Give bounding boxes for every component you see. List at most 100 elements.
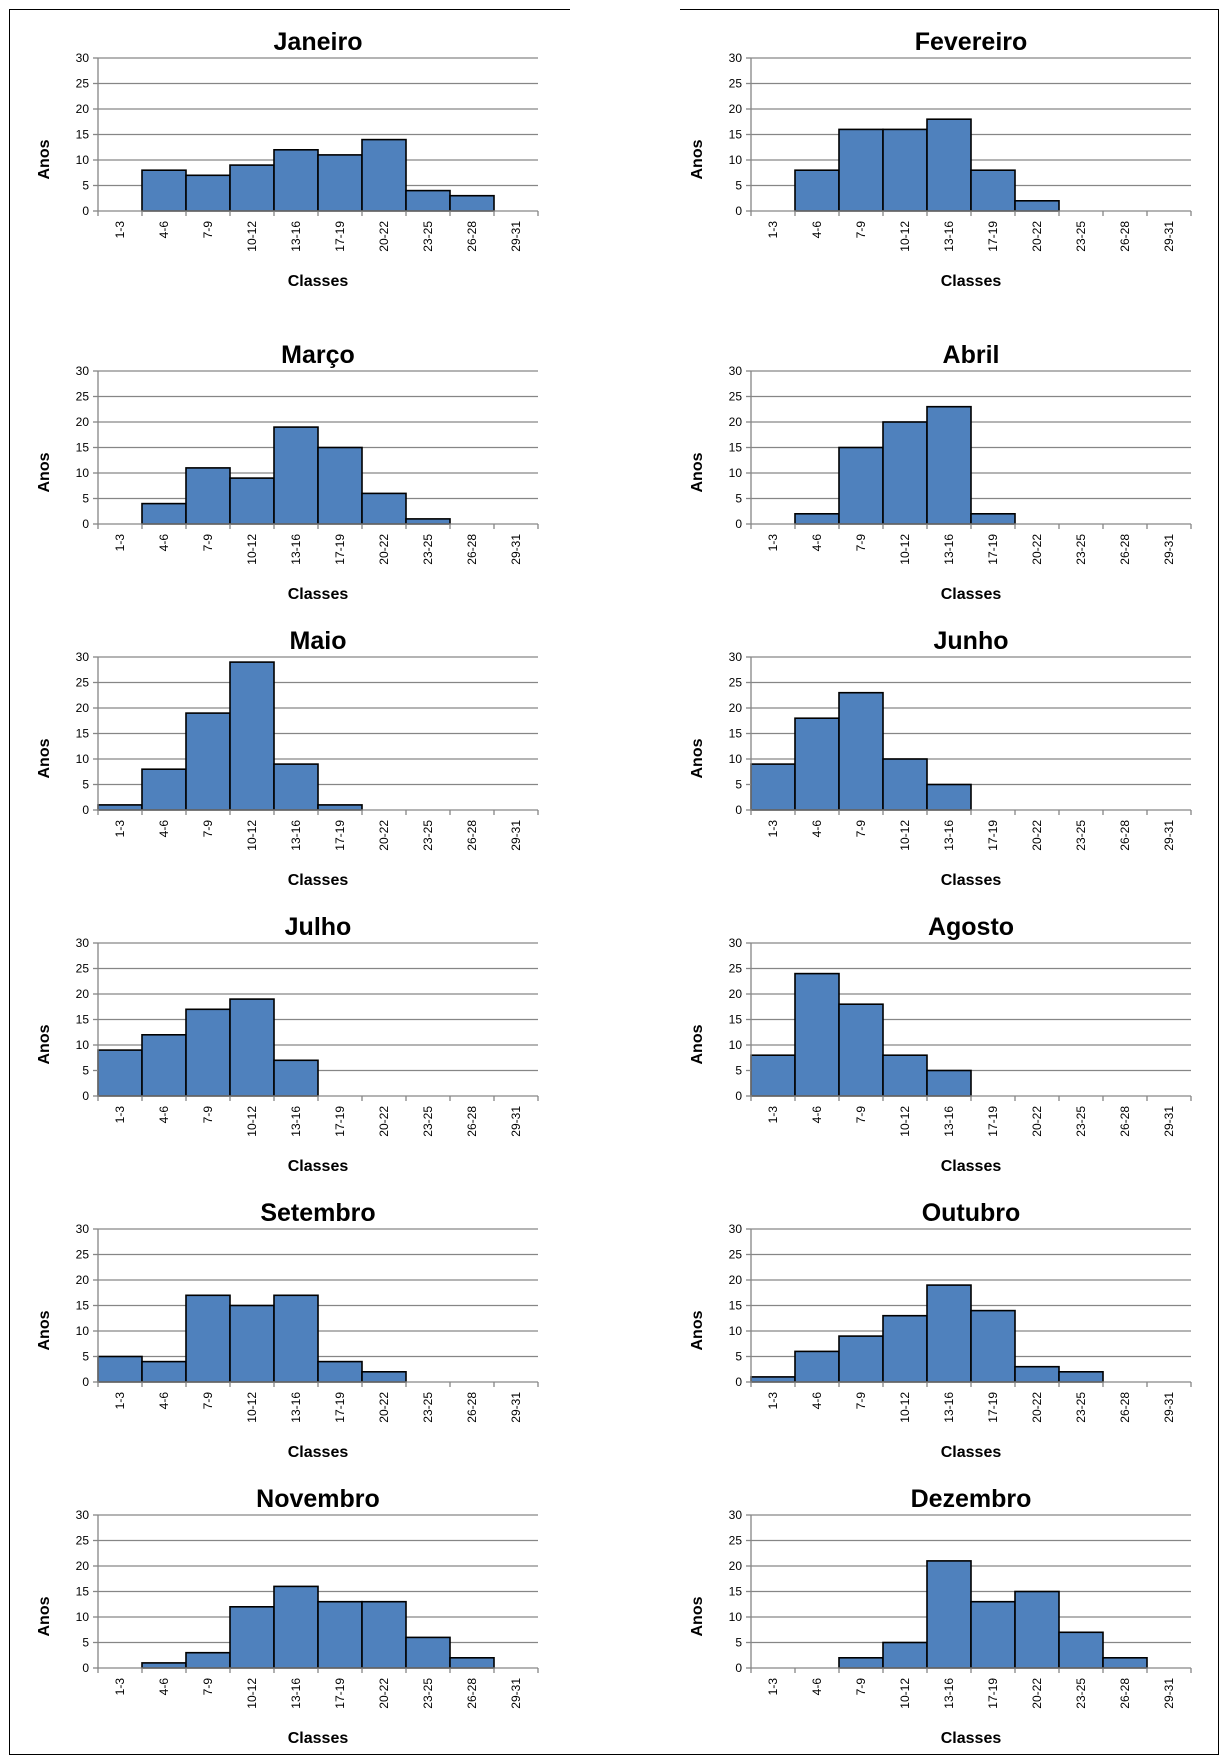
x-tick-label: 17-19 (333, 1106, 347, 1137)
y-tick-label: 30 (729, 936, 743, 950)
border-gap (570, 8, 680, 11)
histogram-bar (882, 758, 928, 811)
y-tick-label: 0 (82, 204, 89, 218)
y-tick-label: 30 (729, 51, 743, 65)
x-tick-label: 26-28 (1118, 1392, 1132, 1423)
histogram-bar (926, 783, 972, 811)
y-tick-label: 15 (76, 727, 90, 741)
histogram-bar (882, 1641, 928, 1669)
x-tick-label: 29-31 (509, 820, 523, 851)
y-tick-label: 30 (76, 364, 90, 378)
histogram-bar (794, 169, 840, 212)
y-tick-label: 5 (82, 1636, 89, 1650)
x-tick-label: 26-28 (465, 221, 479, 252)
y-tick-label: 25 (729, 77, 743, 91)
histogram-bar (273, 426, 319, 525)
x-tick-label: 20-22 (377, 221, 391, 252)
histogram-bar (273, 1294, 319, 1383)
y-tick-label: 10 (729, 466, 743, 480)
y-tick-label: 0 (735, 1375, 742, 1389)
chart-title: Dezembro (911, 1485, 1032, 1513)
y-tick-label: 15 (729, 128, 743, 142)
histogram-bar (97, 1355, 143, 1383)
x-tick-label: 7-9 (854, 820, 868, 838)
histogram-bar (185, 1294, 231, 1383)
x-tick-label: 23-25 (1074, 221, 1088, 252)
x-axis-label: Classes (941, 872, 1002, 889)
x-tick-label: 23-25 (1074, 534, 1088, 565)
x-tick-label: 10-12 (245, 1678, 259, 1709)
histogram-bar (317, 804, 363, 811)
x-tick-label: 20-22 (1030, 1678, 1044, 1709)
y-tick-label: 25 (729, 962, 743, 976)
histogram-bar (229, 164, 275, 212)
y-tick-label: 5 (735, 492, 742, 506)
x-tick-label: 4-6 (157, 820, 171, 838)
y-tick-label: 20 (729, 415, 743, 429)
x-tick-label: 20-22 (377, 534, 391, 565)
histogram-bar (141, 1662, 187, 1669)
histogram-bar (229, 661, 275, 811)
y-tick-label: 0 (82, 1089, 89, 1103)
histogram-bar (405, 189, 451, 212)
x-tick-label: 13-16 (289, 221, 303, 252)
histogram-bar (273, 149, 319, 212)
histogram-bar (970, 1309, 1016, 1383)
histogram-bar (317, 154, 363, 212)
x-tick-label: 10-12 (245, 1392, 259, 1423)
y-tick-label: 25 (729, 676, 743, 690)
y-tick-label: 30 (729, 364, 743, 378)
y-tick-label: 20 (76, 987, 90, 1001)
x-tick-label: 4-6 (810, 1106, 824, 1124)
chart-title: Janeiro (274, 28, 363, 56)
y-tick-label: 15 (729, 1299, 743, 1313)
histogram-bar (882, 1054, 928, 1097)
chart-title: Agosto (928, 913, 1014, 941)
chart-title: Março (281, 341, 355, 369)
histogram-bar (273, 1059, 319, 1097)
x-tick-label: 10-12 (245, 820, 259, 851)
x-tick-label: 7-9 (854, 1392, 868, 1410)
x-tick-label: 23-25 (1074, 1106, 1088, 1137)
histogram-bar (1014, 200, 1060, 212)
histogram-bar (97, 804, 143, 811)
x-axis-label: Classes (288, 273, 349, 290)
histogram-bar (405, 518, 451, 525)
x-tick-label: 13-16 (942, 534, 956, 565)
y-tick-label: 10 (76, 1038, 90, 1052)
y-tick-label: 25 (76, 1248, 90, 1262)
chart-title: Novembro (256, 1485, 380, 1513)
x-tick-label: 4-6 (810, 1392, 824, 1410)
y-tick-label: 30 (76, 1222, 90, 1236)
x-tick-label: 20-22 (377, 1106, 391, 1137)
x-tick-label: 17-19 (986, 1678, 1000, 1709)
x-axis-label: Classes (941, 273, 1002, 290)
chart-title: Fevereiro (915, 28, 1028, 56)
x-tick-label: 23-25 (1074, 1678, 1088, 1709)
x-tick-label: 26-28 (1118, 221, 1132, 252)
x-tick-label: 17-19 (986, 221, 1000, 252)
y-axis-label: Anos (689, 139, 706, 179)
x-tick-label: 10-12 (898, 1106, 912, 1137)
y-axis-label: Anos (689, 1596, 706, 1636)
y-tick-label: 10 (76, 752, 90, 766)
x-tick-label: 4-6 (157, 1392, 171, 1410)
x-tick-label: 7-9 (854, 1106, 868, 1124)
x-tick-label: 13-16 (289, 820, 303, 851)
histogram-bar (970, 1600, 1016, 1669)
histogram-bar (229, 1304, 275, 1383)
x-tick-label: 17-19 (986, 1392, 1000, 1423)
x-tick-label: 29-31 (1162, 820, 1176, 851)
y-tick-label: 20 (729, 1559, 743, 1573)
y-tick-label: 0 (735, 803, 742, 817)
x-tick-label: 29-31 (509, 221, 523, 252)
x-tick-label: 10-12 (245, 534, 259, 565)
histogram-bar (838, 1657, 884, 1669)
x-tick-label: 26-28 (1118, 1678, 1132, 1709)
x-tick-label: 13-16 (942, 1678, 956, 1709)
y-axis-label: Anos (689, 1310, 706, 1350)
x-axis-label: Classes (941, 1444, 1002, 1461)
x-tick-label: 10-12 (898, 820, 912, 851)
x-tick-label: 23-25 (421, 1678, 435, 1709)
